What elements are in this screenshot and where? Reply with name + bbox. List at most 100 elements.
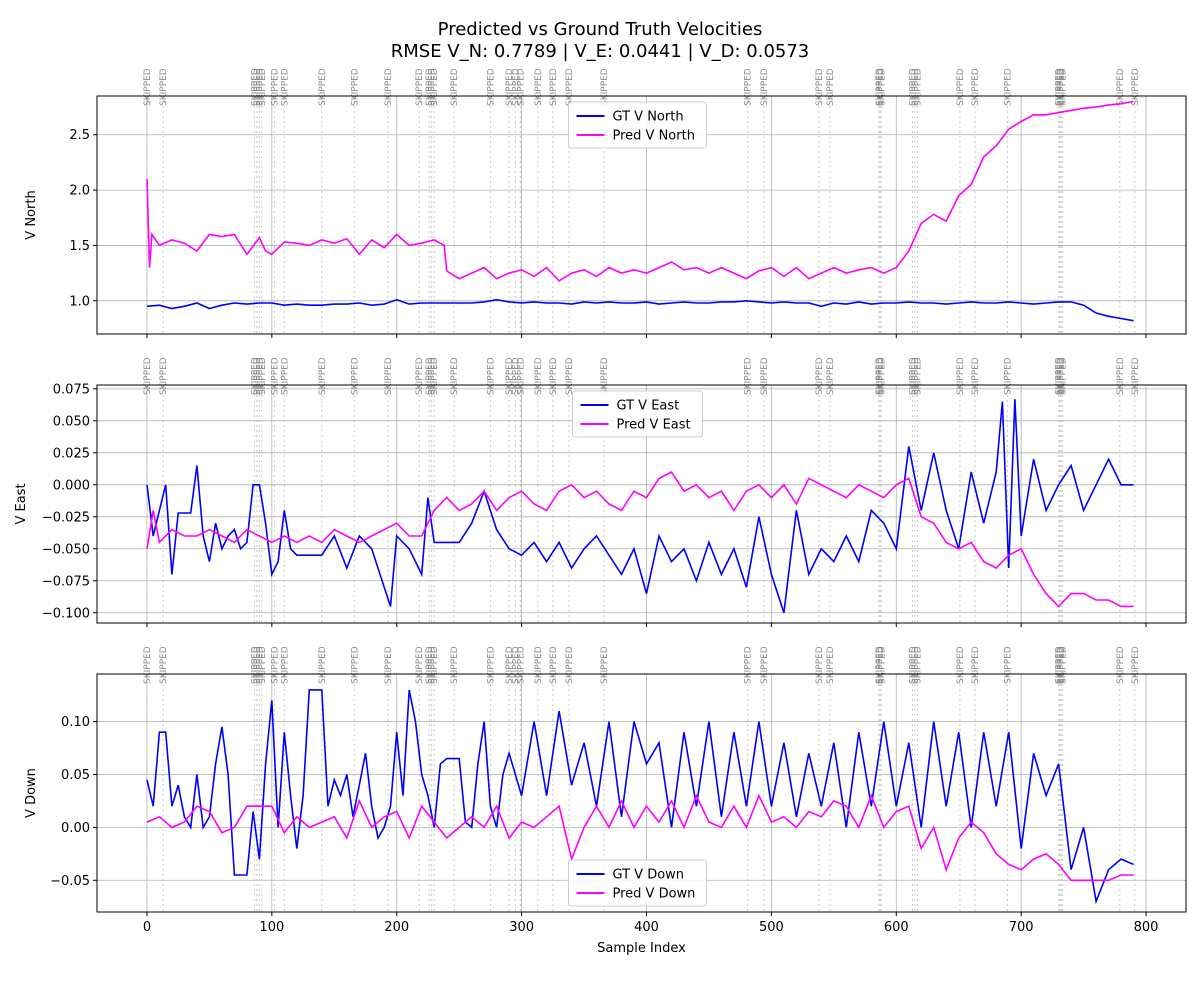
skip-label: SKIPPED — [255, 646, 265, 684]
skip-label: SKIPPED — [826, 646, 836, 684]
skip-label: SKIPPED — [415, 357, 425, 395]
skip-label: SKIPPED — [744, 357, 754, 395]
subplot-v-north: SKIPPED SKIPPED SKIPPEDSKIPPEDSKIPPEDSKIPP… — [24, 68, 1187, 338]
x-axis-label: Sample Index — [597, 941, 686, 956]
skip-label: SKIPPED — [159, 357, 169, 395]
skip-label: SKIPPED — [250, 357, 260, 395]
skip-label: SKIPPED — [258, 357, 268, 395]
skip-label: SKIPPED — [534, 357, 544, 395]
skip-label: SKIPPED — [911, 68, 921, 106]
skip-label: SKIPPED — [270, 68, 280, 106]
legend-entry: Pred V North — [613, 129, 695, 144]
skip-label: SKIPPED — [250, 68, 260, 106]
skip-label: SKIPPED — [425, 357, 435, 395]
y-tick-label: 1.5 — [69, 239, 90, 254]
skip-label: SKIPPED — [1055, 68, 1065, 106]
skip-label: SKIPPED — [1057, 357, 1067, 395]
skip-label: SKIPPED — [565, 357, 575, 395]
y-tick-label: −0.100 — [42, 606, 90, 621]
skip-label: SKIPPED — [159, 646, 169, 684]
x-tick-label: 500 — [759, 920, 784, 935]
skip-label: SKIPPED — [815, 68, 825, 106]
skip-label: SKIPPED — [450, 68, 460, 106]
skip-label: SKIPPED — [1055, 357, 1065, 395]
skip-label: SKIPPED — [913, 357, 923, 395]
skip-label: SKIPPED — [877, 357, 887, 395]
skip-label: SKIPPED — [876, 357, 886, 395]
skip-label: SKIPPED — [255, 357, 265, 395]
y-tick-label: −0.05 — [50, 874, 90, 889]
skip-label: SKIPPED — [1003, 646, 1013, 684]
skip-label: SKIPPED — [971, 68, 981, 106]
skip-label: SKIPPED — [760, 646, 770, 684]
skip-label: SKIPPED — [534, 68, 544, 106]
skip-label: SKIPPED — [280, 68, 290, 106]
skip-label: SKIPPED — [956, 357, 966, 395]
skip-label: SKIPPED — [826, 68, 836, 106]
skip-label: SKIPPED — [159, 68, 169, 106]
y-axis-label: V East — [14, 483, 29, 524]
legend-box — [572, 390, 703, 438]
x-tick-label: 0 — [143, 920, 151, 935]
skip-label: SKIPPED — [877, 646, 887, 684]
legend-entry: GT V East — [617, 399, 680, 414]
y-tick-label: 0.05 — [61, 768, 90, 783]
skip-label: SKIPPED — [909, 646, 919, 684]
skip-label: SKIPPED — [549, 357, 559, 395]
skip-label: SKIPPED — [1056, 68, 1066, 106]
skip-label: SKIPPED — [760, 68, 770, 106]
skip-label: SKIPPED — [428, 68, 438, 106]
skip-label: SKIPPED — [760, 357, 770, 395]
legend-box — [568, 101, 707, 149]
skip-label: SKIPPED — [534, 646, 544, 684]
x-tick-label: 300 — [509, 920, 534, 935]
skip-label: SKIPPED — [425, 646, 435, 684]
x-tick-label: 200 — [384, 920, 409, 935]
figure-title-line2: RMSE V_N: 0.7789 | V_E: 0.0441 | V_D: 0.… — [391, 41, 810, 62]
skip-label: SKIPPED — [318, 68, 328, 106]
skip-label: SKIPPED — [1056, 646, 1066, 684]
skip-label: SKIPPED — [450, 646, 460, 684]
skip-label: SKIPPED — [318, 357, 328, 395]
skip-label: SKIPPED — [815, 646, 825, 684]
skip-label: SKIPPED — [350, 357, 360, 395]
skip-label: SKIPPED — [1058, 357, 1068, 395]
y-tick-label: 0.000 — [53, 478, 90, 493]
figure-title-line1: Predicted vs Ground Truth Velocities — [438, 19, 763, 40]
axes-frame — [96, 95, 1187, 335]
skip-label: SKIPPED — [270, 646, 280, 684]
skip-label: SKIPPED — [415, 68, 425, 106]
skip-label: SKIPPED — [956, 646, 966, 684]
skip-label: SKIPPED — [430, 646, 440, 684]
skip-label: SKIPPED — [511, 357, 521, 395]
x-tick-label: 700 — [1009, 920, 1034, 935]
skip-label: SKIPPED — [384, 68, 394, 106]
skip-label: SKIPPED — [549, 646, 559, 684]
skip-label: SKIPPED — [815, 357, 825, 395]
skip-label: SKIPPED — [1131, 357, 1141, 395]
skip-label: SKIPPED — [318, 646, 328, 684]
skip-label: SKIPPED — [913, 646, 923, 684]
skip-label: SKIPPED — [875, 646, 885, 684]
skip-label: SKIPPED — [250, 646, 260, 684]
legend-entry: Pred V East — [617, 418, 691, 433]
subplot-v-down: SKIPPED SKIPPED SKIPPEDSKIPPEDSKIPPEDSKIPP… — [24, 646, 1187, 956]
skip-label: SKIPPED — [425, 68, 435, 106]
skip-label: SKIPPED — [876, 68, 886, 106]
x-tick-label: 800 — [1134, 920, 1159, 935]
legend-box — [568, 859, 707, 907]
skip-label: SKIPPED — [450, 357, 460, 395]
skip-label: SKIPPED — [486, 646, 496, 684]
skip-label: SKIPPED — [280, 357, 290, 395]
skip-label: SKIPPED — [971, 357, 981, 395]
y-tick-label: −0.075 — [42, 574, 90, 589]
skip-label: SKIPPED — [565, 68, 575, 106]
y-tick-label: 1.0 — [69, 294, 90, 309]
skip-label: SKIPPED — [1131, 68, 1141, 106]
skip-label: SKIPPED — [430, 357, 440, 395]
skip-label: SKIPPED — [877, 68, 887, 106]
skip-label: SKIPPED — [384, 646, 394, 684]
skip-label: SKIPPED — [600, 357, 610, 395]
y-axis-label: V North — [24, 190, 39, 239]
